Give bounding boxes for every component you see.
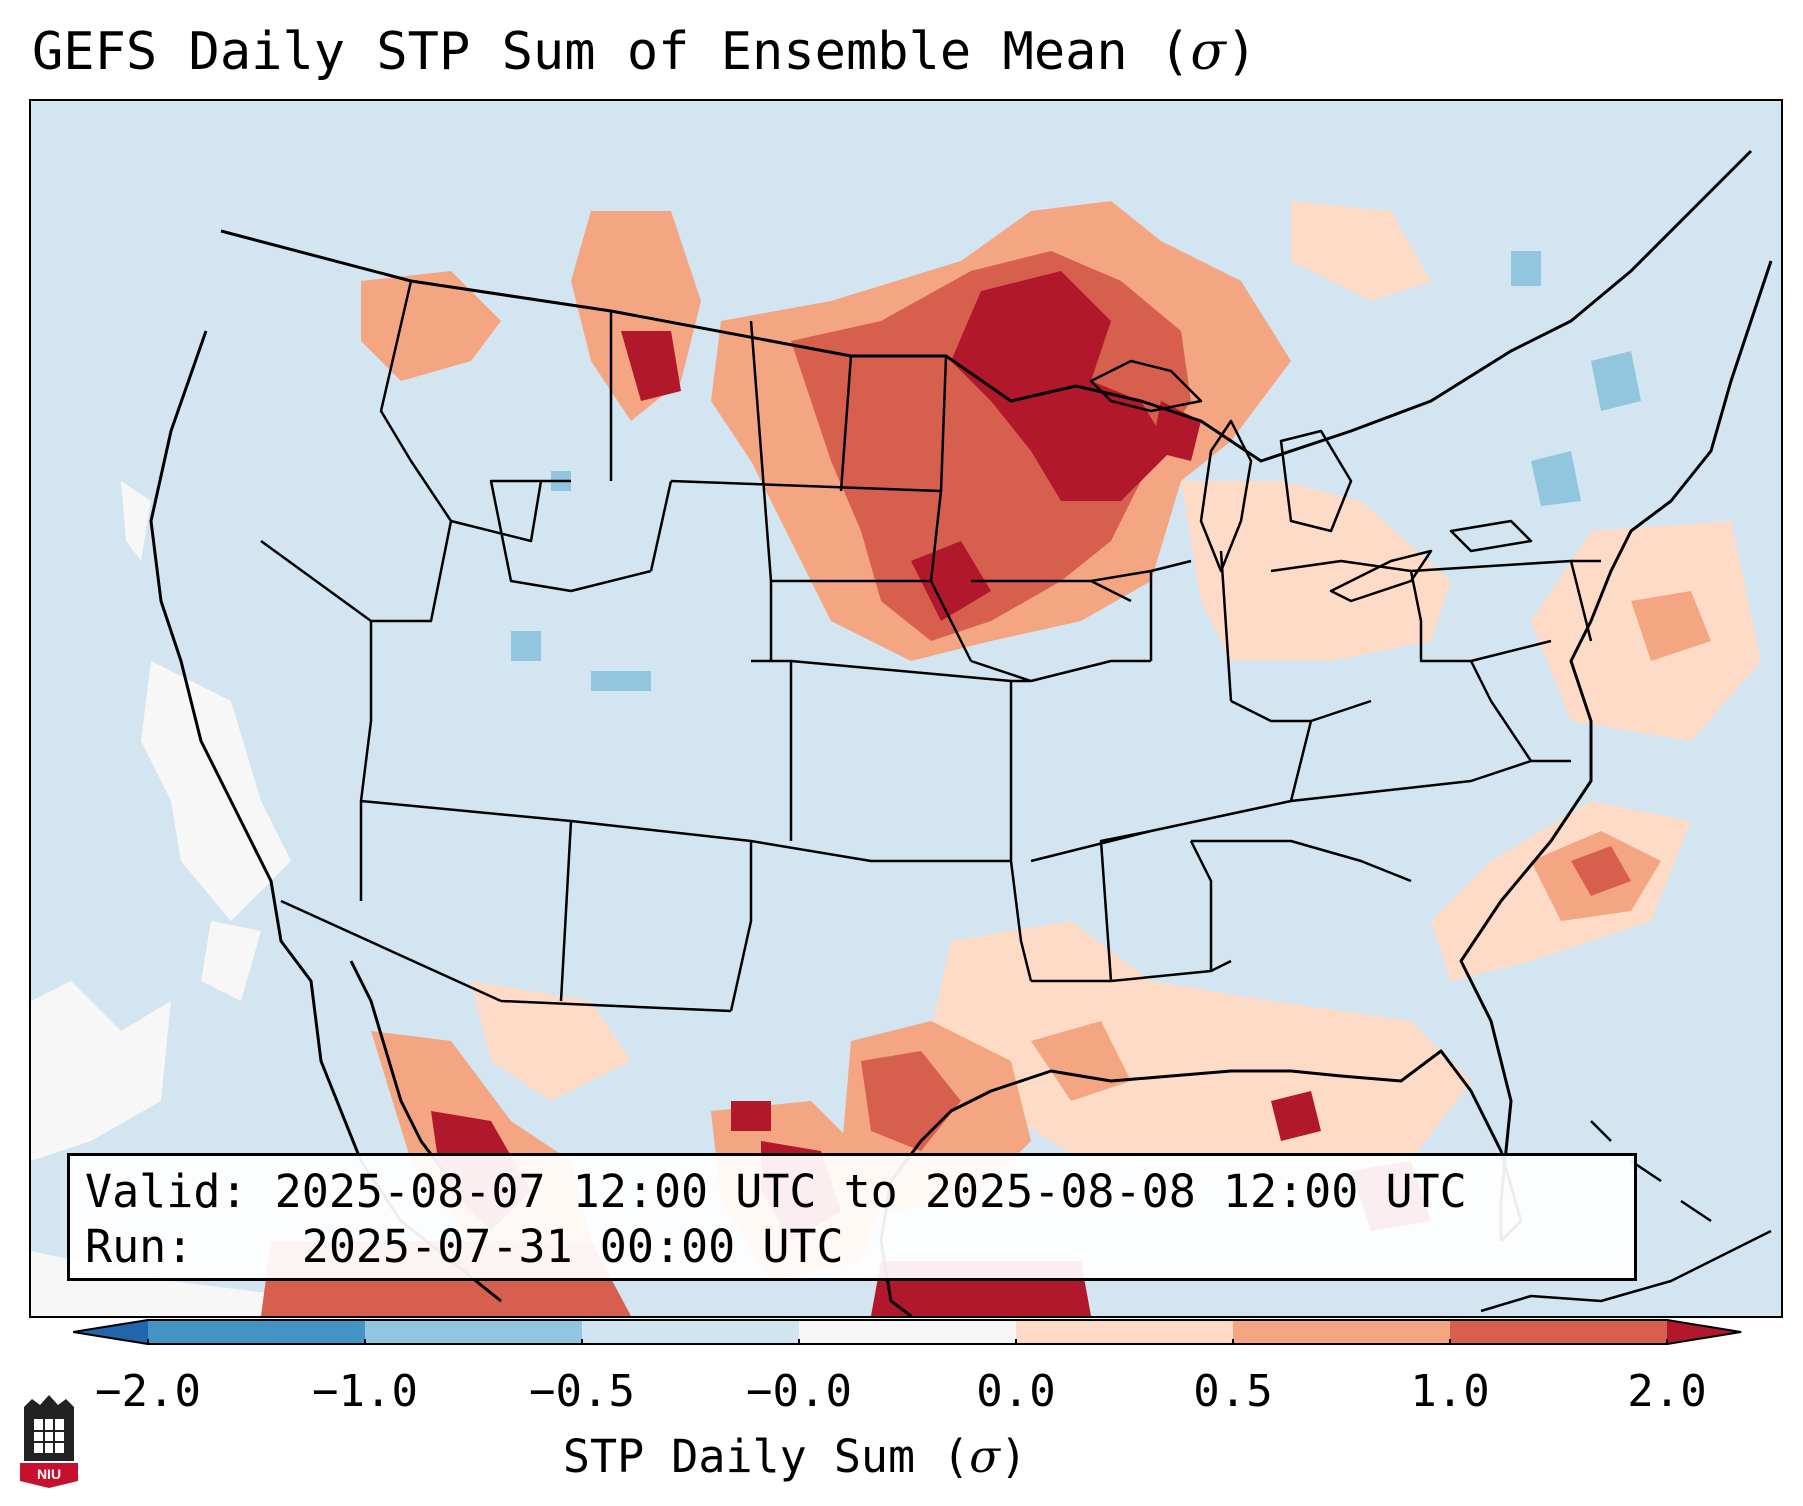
- logo-text: NIU: [37, 1466, 61, 1482]
- pacific-near-zero-area: [31, 481, 291, 1161]
- map-panel: [29, 99, 1783, 1318]
- colorbar-tick-label: −1.0: [312, 1366, 418, 1417]
- atlantic-moderate: [1531, 591, 1711, 921]
- cuba: [1480, 1229, 1772, 1313]
- chart-title: GEFS Daily STP Sum of Ensemble Mean (σ): [32, 22, 1257, 82]
- info-box: Valid: 2025-08-07 12:00 UTC to 2025-08-0…: [67, 1153, 1637, 1281]
- colorbar-tick-label: 0.5: [1193, 1366, 1273, 1417]
- title-sigma: σ: [1190, 22, 1226, 82]
- colorbar: [73, 1319, 1743, 1345]
- colorbar-extend-max: [1667, 1319, 1743, 1345]
- upper-midwest-very-high: [911, 271, 1201, 621]
- valid-value: 2025-08-07 12:00 UTC to 2025-08-08 12:00…: [274, 1165, 1467, 1218]
- colorbar-tick-label: 0.0: [976, 1366, 1056, 1417]
- title-text: GEFS Daily STP Sum of Ensemble Mean (: [32, 22, 1191, 82]
- colorbar-band-05-1: [1233, 1319, 1450, 1345]
- colorbar-tick-label: 1.0: [1410, 1366, 1490, 1417]
- colorbar-extend-min: [73, 1319, 148, 1345]
- montana-anomaly-high: [621, 331, 681, 401]
- great-lakes-light-positive: [1181, 201, 1451, 661]
- colorbar-tick-label: −0.0: [746, 1366, 852, 1417]
- gulf-coast: [889, 1049, 1523, 1243]
- colorbar-label-sigma: σ: [969, 1430, 1001, 1483]
- colorbar-band-0-05: [1016, 1319, 1233, 1345]
- run-label: Run:: [85, 1220, 194, 1273]
- baja-peninsula: [349, 960, 453, 1182]
- great-lakes: [1089, 359, 1533, 603]
- atlantic-high: [1571, 846, 1631, 896]
- colorbar-band-zero: [799, 1319, 1016, 1345]
- colorbar-label: STP Daily Sum (σ): [563, 1430, 1027, 1483]
- colorbar-label-text: STP Daily Sum (: [562, 1430, 970, 1483]
- colorbar-tick-label: −2.0: [95, 1366, 201, 1417]
- us-border-outline: [220, 149, 1753, 463]
- run-value: 2025-07-31 00:00 UTC: [301, 1220, 844, 1273]
- colorbar-band-neg1-neg05: [365, 1319, 582, 1345]
- colorbar-tick-label: 2.0: [1627, 1366, 1707, 1417]
- colorbar-band-1-2: [1450, 1319, 1667, 1345]
- valid-line: Valid: 2025-08-07 12:00 UTC to 2025-08-0…: [85, 1164, 1634, 1219]
- state-lines: [260, 280, 1601, 1013]
- map-canvas: [31, 149, 1773, 1316]
- valid-label: Valid:: [85, 1165, 248, 1218]
- colorbar-band-neg05-0: [582, 1319, 799, 1345]
- niu-logo: NIU: [20, 1395, 78, 1488]
- east-coast: [1459, 260, 1773, 1241]
- colorbar-ticks: [147, 1339, 1668, 1345]
- colorbar-tick-label: −0.5: [529, 1366, 635, 1417]
- caribbean-high: [871, 1091, 1431, 1316]
- colorbar-band-neg2-neg1: [148, 1319, 365, 1345]
- run-line: Run: 2025-07-31 00:00 UTC: [85, 1219, 1634, 1274]
- colorbar-label-suffix: ): [1000, 1430, 1028, 1483]
- montana-anomaly-moderate: [361, 211, 701, 421]
- title-suffix: ): [1225, 22, 1258, 82]
